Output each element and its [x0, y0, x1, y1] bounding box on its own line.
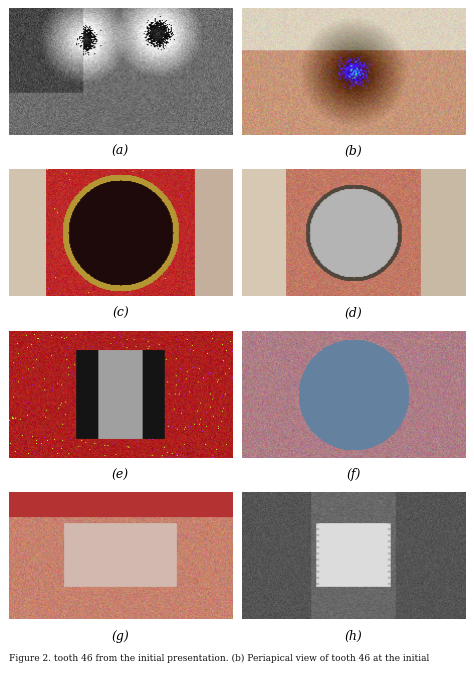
Text: Figure 2. tooth 46 from the initial presentation. (b) Periapical view of tooth 4: Figure 2. tooth 46 from the initial pres… [9, 654, 429, 663]
Text: (c): (c) [112, 307, 129, 320]
Text: (a): (a) [112, 145, 129, 159]
Text: (e): (e) [112, 468, 129, 482]
Text: (g): (g) [111, 630, 129, 643]
Text: (b): (b) [345, 145, 363, 159]
Text: (f): (f) [346, 468, 361, 482]
Text: (h): (h) [345, 630, 363, 643]
Text: (d): (d) [345, 307, 363, 320]
